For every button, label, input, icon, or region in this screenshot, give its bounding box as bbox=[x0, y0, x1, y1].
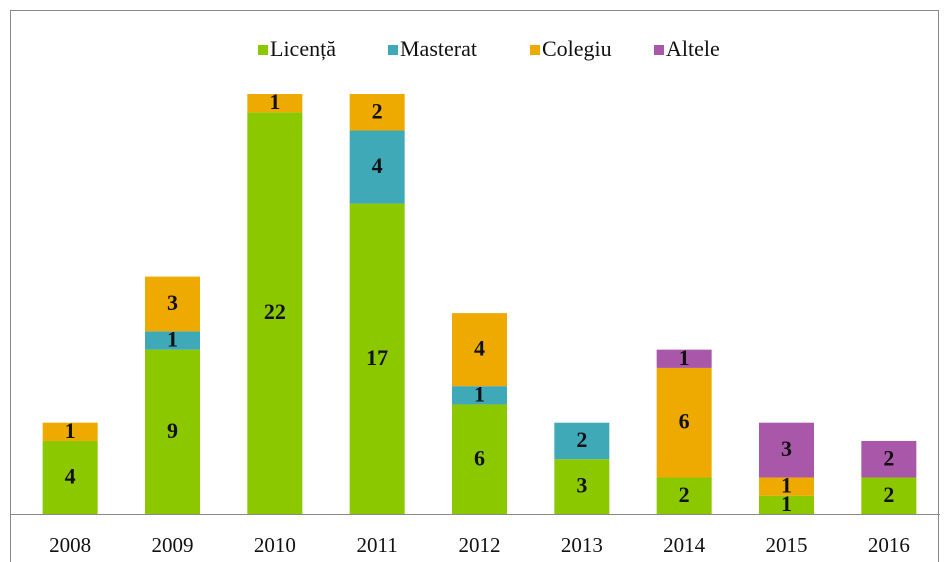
data-label: 1 bbox=[474, 381, 485, 406]
bar-segment bbox=[349, 94, 405, 131]
data-label: 1 bbox=[167, 327, 178, 352]
data-label: 4 bbox=[372, 153, 383, 178]
data-label: 3 bbox=[781, 436, 792, 461]
x-tick-label: 2008 bbox=[49, 533, 91, 557]
data-label: 17 bbox=[366, 345, 388, 370]
bar-segment bbox=[145, 349, 200, 514]
legend-label: Colegiu bbox=[542, 36, 612, 61]
bar-segment bbox=[247, 112, 303, 515]
data-label: 4 bbox=[474, 336, 485, 361]
legend-label: Masterat bbox=[400, 36, 477, 61]
data-label: 22 bbox=[264, 299, 286, 324]
bar-segment bbox=[759, 477, 814, 496]
legend-swatch bbox=[388, 45, 398, 55]
x-tick-label: 2014 bbox=[663, 533, 706, 557]
data-label: 1 bbox=[781, 473, 792, 498]
bar-segment bbox=[42, 440, 98, 514]
data-label: 6 bbox=[679, 409, 690, 434]
legend-swatch bbox=[530, 45, 540, 55]
legend-swatch bbox=[654, 45, 664, 55]
data-label: 3 bbox=[576, 473, 587, 498]
legend-swatch bbox=[258, 45, 268, 55]
data-label: 1 bbox=[269, 89, 280, 114]
x-tick-label: 2016 bbox=[868, 533, 910, 557]
data-label: 2 bbox=[679, 482, 690, 507]
data-label: 1 bbox=[781, 491, 792, 516]
data-label: 2 bbox=[372, 98, 383, 123]
bar-segment bbox=[759, 495, 814, 514]
x-tick-label: 2012 bbox=[459, 533, 501, 557]
bar-segment bbox=[861, 477, 917, 514]
legend-label: Licență bbox=[270, 36, 336, 61]
bar-segment bbox=[759, 422, 814, 478]
data-label: 9 bbox=[167, 418, 178, 443]
data-label: 1 bbox=[65, 418, 76, 443]
bar-segment bbox=[656, 349, 712, 368]
x-tick-label: 2009 bbox=[152, 533, 194, 557]
bar-segment bbox=[656, 477, 712, 514]
bar-segment bbox=[452, 404, 507, 514]
bar-segment bbox=[452, 313, 507, 387]
bar-segment bbox=[861, 440, 917, 478]
legend-label: Altele bbox=[666, 36, 720, 61]
x-tick-label: 2011 bbox=[357, 533, 398, 557]
bar-segment bbox=[554, 422, 610, 460]
bar-segment bbox=[554, 459, 610, 514]
bar-segment bbox=[349, 130, 405, 204]
bar-segment bbox=[42, 422, 98, 441]
data-label: 2 bbox=[576, 427, 587, 452]
data-label: 2 bbox=[883, 445, 894, 470]
bar-segment bbox=[247, 94, 303, 113]
x-tick-label: 2013 bbox=[561, 533, 603, 557]
frame bbox=[10, 10, 939, 562]
bar-segment bbox=[452, 386, 507, 405]
data-label: 6 bbox=[474, 445, 485, 470]
data-label: 4 bbox=[65, 464, 76, 489]
data-label: 3 bbox=[167, 290, 178, 315]
data-label: 1 bbox=[679, 345, 690, 370]
bar-segment bbox=[349, 203, 405, 514]
bar-segment bbox=[145, 331, 200, 350]
bar-segment bbox=[656, 367, 712, 478]
x-tick-label: 2015 bbox=[766, 533, 808, 557]
bar-segment bbox=[145, 276, 200, 332]
data-label: 2 bbox=[883, 482, 894, 507]
x-tick-label: 2010 bbox=[254, 533, 296, 557]
